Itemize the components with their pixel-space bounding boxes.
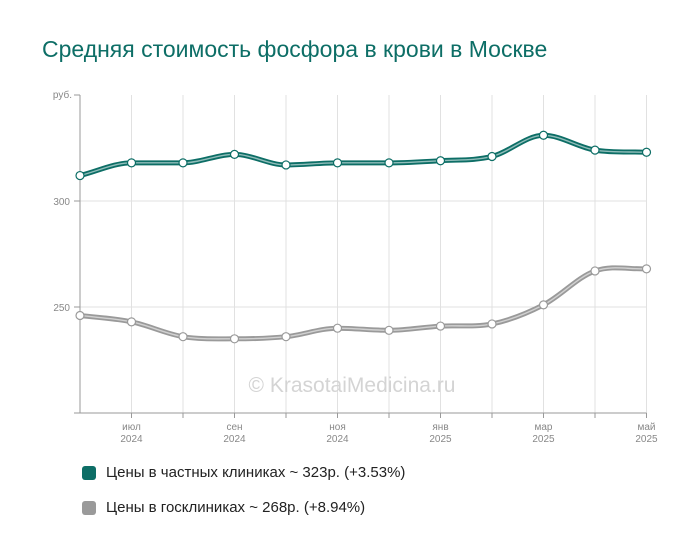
data-point-private <box>538 130 549 140</box>
data-point-public <box>538 300 549 310</box>
x-tick-label-year: 2024 <box>120 434 143 445</box>
series-line-private <box>77 132 649 179</box>
x-tick-label-year: 2025 <box>532 434 555 445</box>
data-point-private <box>435 156 446 166</box>
x-tick-label-month: янв <box>432 422 448 433</box>
x-tick-label-year: 2024 <box>223 434 246 445</box>
y-axis-unit-label: руб. <box>53 89 72 101</box>
x-tick-label-month: мар <box>535 422 553 433</box>
x-tick-label-year: 2024 <box>326 434 349 445</box>
data-point-private <box>126 158 137 168</box>
data-point-public <box>590 266 600 276</box>
watermark: © KrasotaiMedicina.ru <box>249 374 456 397</box>
data-point-public <box>641 264 652 274</box>
data-point-private <box>75 170 85 181</box>
data-point-public <box>435 321 446 331</box>
y-tick-label: 250 <box>53 303 70 314</box>
data-point-public <box>384 325 394 335</box>
legend-swatch-private <box>82 465 96 480</box>
data-point-private <box>281 160 291 170</box>
data-point-private <box>384 158 394 168</box>
data-point-public <box>281 332 291 342</box>
tick-labels: руб.250300июл2024сен2024ноя2024янв2025ма… <box>53 89 658 445</box>
series <box>75 130 652 344</box>
data-point-public <box>75 310 85 321</box>
data-point-private <box>590 145 600 155</box>
grid <box>80 95 647 413</box>
data-point-public <box>332 323 343 333</box>
legend-label-public: Цены в госклиниках ~ 268р. (+8.94%) <box>106 499 366 516</box>
data-point-public <box>487 319 497 329</box>
data-point-private <box>178 158 188 168</box>
data-point-private <box>229 149 240 159</box>
x-tick-label-month: ноя <box>329 422 346 433</box>
data-point-private <box>641 147 652 157</box>
x-tick-label-month: май <box>637 422 655 433</box>
y-tick-label: 300 <box>53 197 70 208</box>
x-tick-label-year: 2025 <box>635 434 658 445</box>
chart-title: Средняя стоимость фосфора в крови в Моск… <box>42 36 548 62</box>
data-point-public <box>126 317 137 327</box>
legend-item-private[interactable]: Цены в частных клиниках ~ 323р. (+3.53%) <box>82 464 405 481</box>
data-point-private <box>332 158 343 168</box>
x-tick-label-month: сен <box>226 422 242 433</box>
axes <box>74 94 647 418</box>
x-tick-label-month: июл <box>122 422 141 433</box>
legend-swatch-public <box>82 500 96 515</box>
series-line-public <box>77 265 649 342</box>
data-point-public <box>178 332 188 342</box>
x-tick-label-year: 2025 <box>429 434 452 445</box>
legend-item-public[interactable]: Цены в госклиниках ~ 268р. (+8.94%) <box>82 499 365 516</box>
legend-label-private: Цены в частных клиниках ~ 323р. (+3.53%) <box>106 464 406 481</box>
data-point-private <box>487 151 497 162</box>
data-point-public <box>229 334 240 344</box>
